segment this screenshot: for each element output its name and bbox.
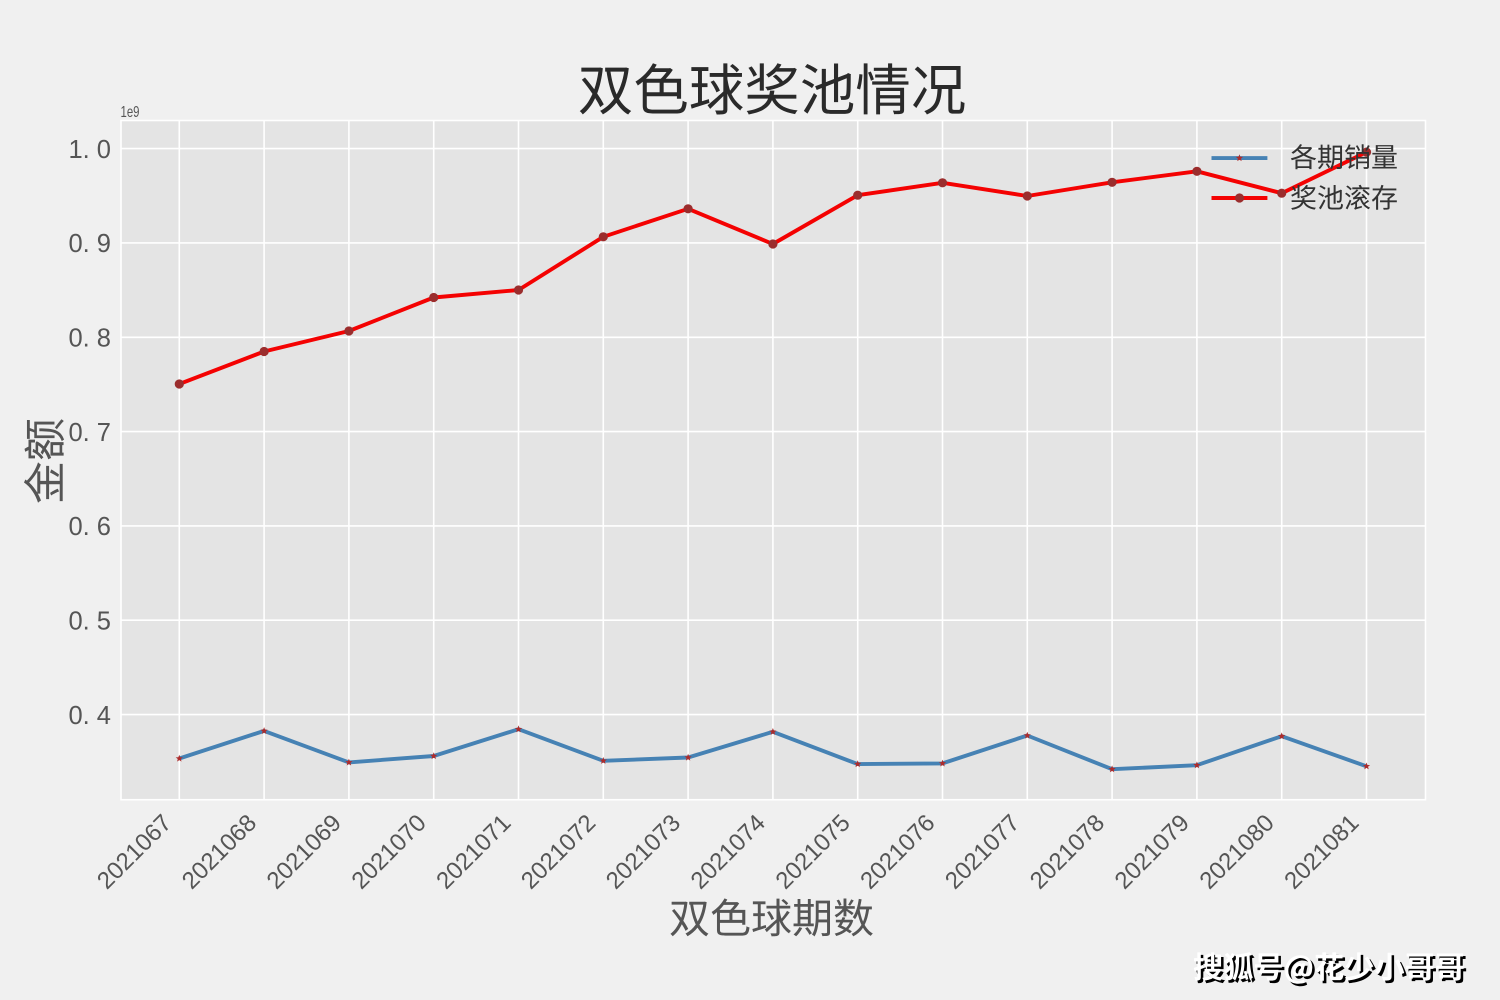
svg-text:0. 5: 0. 5 bbox=[68, 608, 111, 636]
svg-text:0. 9: 0. 9 bbox=[68, 230, 111, 258]
svg-text:0. 6: 0. 6 bbox=[68, 513, 111, 541]
svg-text:0. 7: 0. 7 bbox=[68, 419, 111, 447]
svg-text:0. 8: 0. 8 bbox=[68, 325, 111, 353]
svg-text:0. 4: 0. 4 bbox=[68, 702, 111, 730]
svg-text:1e9: 1e9 bbox=[121, 104, 140, 121]
svg-text:1. 0: 1. 0 bbox=[68, 136, 111, 164]
